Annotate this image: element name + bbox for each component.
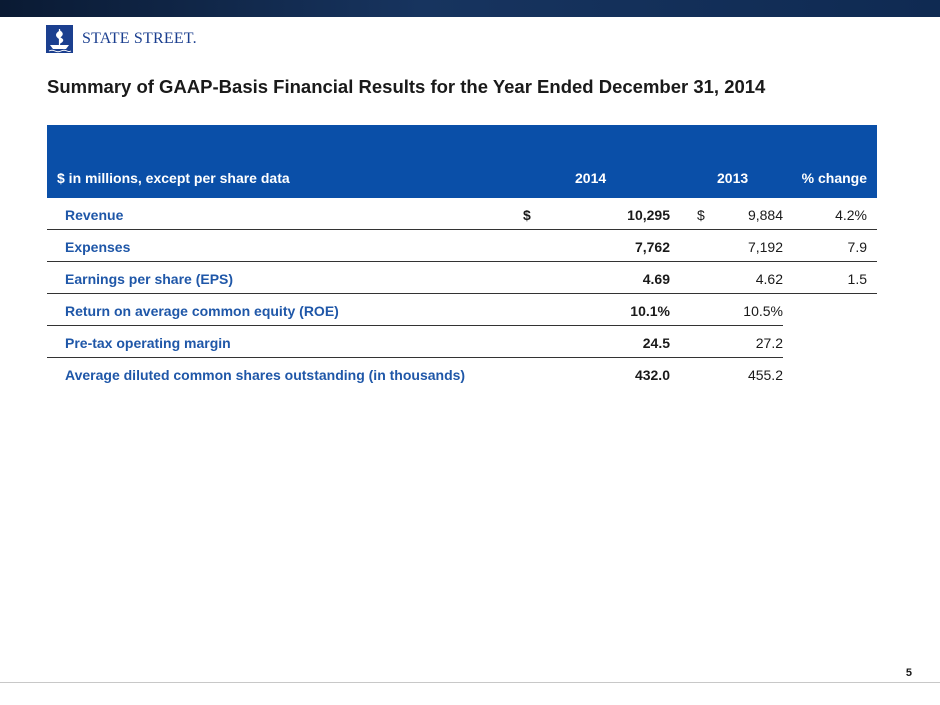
value-change: 4.2% [835,207,867,223]
value-2014: 10,295 [627,207,670,223]
row-label: Expenses [65,239,131,255]
page-number: 5 [905,667,912,679]
column-header-label: $ in millions, except per share data [57,170,290,186]
slide-title: Summary of GAAP-Basis Financial Results … [47,76,766,97]
column-header-2013: 2013 [717,170,749,186]
row-divider [47,293,877,294]
row-divider [47,325,783,326]
row-label: Revenue [65,207,124,223]
row-label: Average diluted common shares outstandin… [65,367,466,383]
value-2014: 432.0 [634,367,670,383]
table-row-diluted-shares: Average diluted common shares outstandin… [47,358,877,390]
row-label: Return on average common equity (ROE) [65,303,339,319]
row-divider [47,261,877,262]
table-row-roe: Return on average common equity (ROE) 10… [47,294,877,326]
logo-wordmark: STATE STREET. [82,30,197,47]
column-header-2014: 2014 [575,170,607,186]
footer-divider [0,682,940,683]
row-label: Earnings per share (EPS) [65,271,234,287]
value-2014: 10.1% [630,303,670,319]
row-divider [47,357,783,358]
value-2013: 27.2 [755,335,783,351]
value-2013: 10.5% [743,303,783,319]
table-row-expenses: Expenses 7,762 7,192 7.9 [47,230,877,262]
dollar-sign-2013: $ [697,207,705,223]
table-row-pretax-margin: Pre-tax operating margin 24.5 27.2 [47,326,877,358]
value-2014: 7,762 [634,239,670,255]
value-2014: 24.5 [642,335,670,351]
value-2013: 4.62 [755,271,783,287]
value-2013: 9,884 [747,207,783,223]
value-2014: 4.69 [642,271,670,287]
value-change: 1.5 [847,271,867,287]
row-label: Pre-tax operating margin [65,335,231,351]
dollar-sign-2014: $ [523,207,531,223]
table-row-revenue: Revenue $ 10,295 $ 9,884 4.2% [47,198,877,230]
table-header: $ in millions, except per share data 201… [47,125,877,198]
top-banner [0,0,940,17]
state-street-logo: STATE STREET. [46,25,197,53]
value-2013: 455.2 [747,367,783,383]
ship-logo-icon [46,25,73,53]
row-divider [47,229,877,230]
table-row-eps: Earnings per share (EPS) 4.69 4.62 1.5 [47,262,877,294]
value-change: 7.9 [847,239,867,255]
column-header-change: % change [801,170,867,186]
value-2013: 7,192 [747,239,783,255]
